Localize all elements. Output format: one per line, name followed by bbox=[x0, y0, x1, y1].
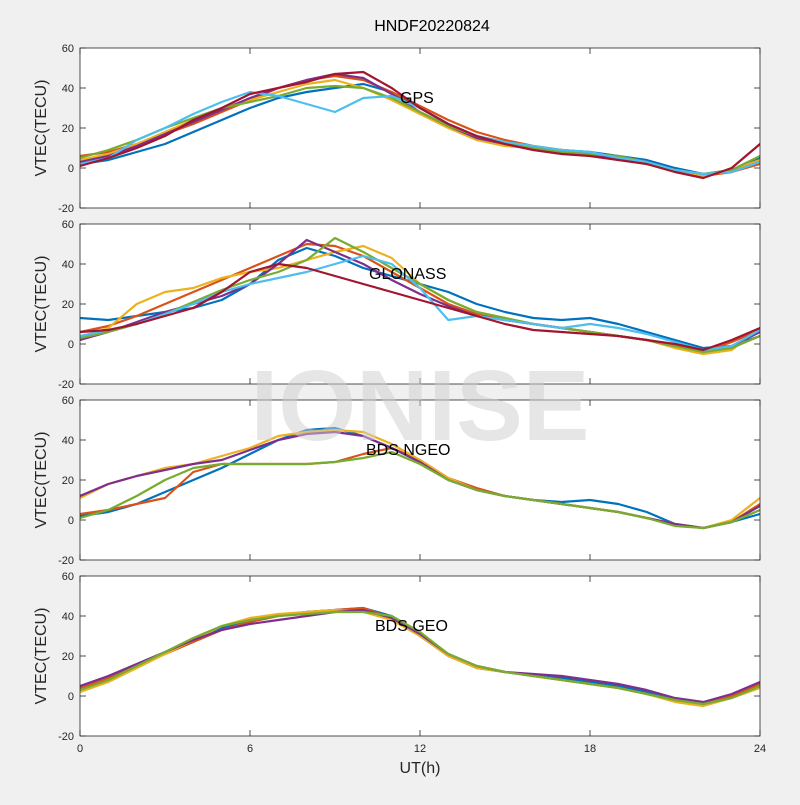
y-tick-label: 40 bbox=[62, 83, 74, 95]
x-tick-label: 24 bbox=[754, 743, 766, 755]
y-axis-label: VTEC(TECU) bbox=[33, 256, 50, 353]
y-tick-label: 60 bbox=[62, 395, 74, 407]
y-tick-label: -20 bbox=[58, 203, 74, 215]
y-axis-label: VTEC(TECU) bbox=[33, 608, 50, 705]
series-line-7 bbox=[80, 262, 760, 352]
y-axis-label: VTEC(TECU) bbox=[33, 432, 50, 529]
y-tick-label: 0 bbox=[68, 163, 74, 175]
panel-2: -20 0 20 40 60 VTEC(TECU) GLONASS bbox=[33, 219, 761, 391]
panel-3: -20 0 20 40 60 VTEC(TECU) BDS NGEO bbox=[33, 395, 761, 567]
series-line-5 bbox=[80, 450, 760, 530]
y-tick-label: 20 bbox=[62, 123, 74, 135]
y-tick-label: -20 bbox=[58, 731, 74, 743]
series-line-4 bbox=[80, 608, 760, 704]
series-group bbox=[80, 70, 760, 180]
y-tick-label: 20 bbox=[62, 299, 74, 311]
series-line-6 bbox=[80, 254, 760, 352]
panel-1: -20 0 20 40 60 VTEC(TECU) GPS bbox=[33, 43, 761, 215]
figure-title: HNDF20220824 bbox=[374, 18, 490, 35]
watermark-text: IONISE bbox=[251, 350, 590, 462]
plot-area bbox=[80, 576, 760, 736]
y-tick-label: 0 bbox=[68, 691, 74, 703]
y-tick-label: 60 bbox=[62, 43, 74, 55]
panel-annotation: GLONASS bbox=[369, 266, 446, 283]
x-tick-label: 6 bbox=[247, 743, 253, 755]
y-tick-label: -20 bbox=[58, 379, 74, 391]
y-axis-label: VTEC(TECU) bbox=[33, 80, 50, 177]
panel-annotation: BDS NGEO bbox=[366, 442, 450, 459]
panel-annotation: BDS GEO bbox=[375, 618, 448, 635]
x-axis-label: UT(h) bbox=[400, 760, 441, 777]
y-tick-label: 60 bbox=[62, 219, 74, 231]
y-tick-label: 40 bbox=[62, 259, 74, 271]
y-tick-label: 20 bbox=[62, 651, 74, 663]
x-tick-label: 12 bbox=[414, 743, 426, 755]
series-group bbox=[80, 426, 760, 530]
panel-annotation: GPS bbox=[400, 90, 434, 107]
y-tick-label: 40 bbox=[62, 435, 74, 447]
x-tick-label: 0 bbox=[77, 743, 83, 755]
y-tick-label: 40 bbox=[62, 611, 74, 623]
series-group bbox=[80, 236, 760, 356]
y-tick-label: 0 bbox=[68, 515, 74, 527]
y-tick-label: 20 bbox=[62, 475, 74, 487]
y-tick-label: 0 bbox=[68, 339, 74, 351]
series-line-5 bbox=[80, 610, 760, 706]
x-tick-label: 18 bbox=[584, 743, 596, 755]
y-tick-label: 60 bbox=[62, 571, 74, 583]
series-line-7 bbox=[80, 70, 760, 180]
y-tick-label: -20 bbox=[58, 555, 74, 567]
plot-area bbox=[80, 48, 760, 208]
series-group bbox=[80, 606, 760, 708]
